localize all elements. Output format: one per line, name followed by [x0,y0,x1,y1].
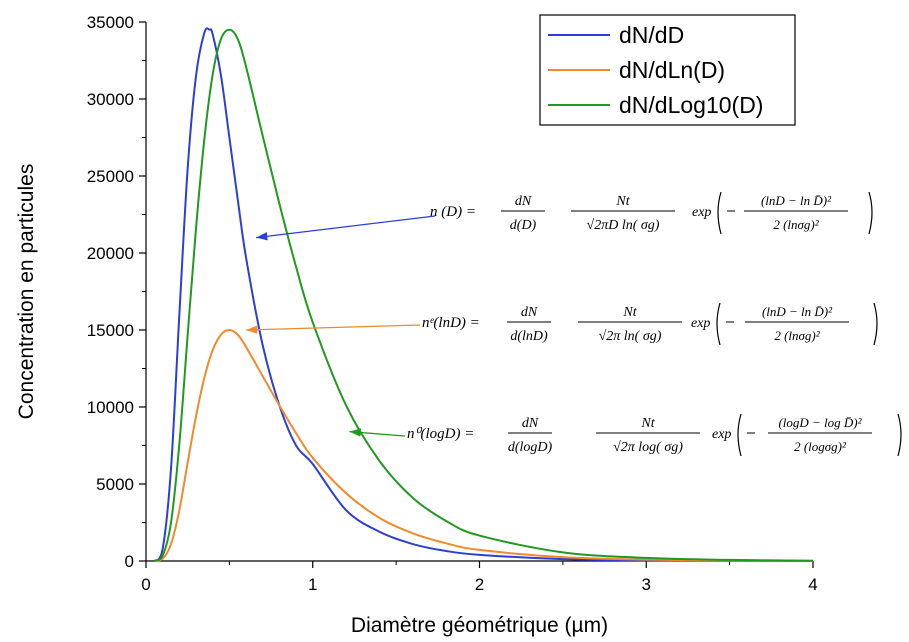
y-tick-label: 0 [125,552,134,571]
exp-function: exp [691,316,710,331]
frac1-denominator: d(logD) [508,440,553,455]
legend-label-0: dN/dD [619,22,684,48]
exp-numerator: (logD − log D̄)² [778,415,862,430]
close-paren [868,191,873,235]
legend: dN/dD dN/dLn(D) dN/dLog10(D) [539,14,796,126]
annotation-arrow-0 [255,215,436,239]
x-tick-label: 2 [475,575,484,594]
x-tick-label: 4 [808,575,817,594]
series-line-0 [153,27,814,562]
y-tick-label: 10000 [87,398,134,417]
open-paren [716,302,721,346]
frac1-numerator: dN [515,194,532,209]
close-paren [873,302,878,346]
frac1-numerator: dN [522,416,539,431]
exp-denominator: 2 (lnσg)² [773,217,819,232]
x-axis-title: Diamètre géométrique (µm) [351,614,608,637]
exp-numerator: (lnD − ln D̄)² [762,304,833,319]
exp-function: exp [692,205,711,220]
y-axis-title: Concentration en particules [15,164,38,420]
series-line-1 [154,329,814,562]
exp-numerator: (lnD − ln D̄)² [761,193,832,208]
open-paren [737,413,742,457]
legend-label-1: dN/dLn(D) [619,57,725,83]
equation-annotations: n (D) = dN d(D) Nt √2πD ln( σg) exp (lnD − ln … [246,191,902,457]
frac1-numerator: dN [521,305,538,320]
frac1-denominator: d(lnD) [510,329,548,344]
y-tick-label: 35000 [87,13,134,32]
frac2-numerator: Nt [615,194,630,209]
exp-function: exp [712,427,731,442]
frac2-numerator: Nt [622,305,637,320]
x-tick-label: 3 [642,575,651,594]
close-paren [897,413,902,457]
series-line-2 [153,28,814,562]
series-lines [153,27,814,562]
annotation-arrowhead-2 [349,428,361,437]
frac2-denominator: √2π log( σg) [613,440,683,455]
frac2-denominator: √2πD ln( σg) [587,218,660,233]
y-tick-label: 30000 [87,90,134,109]
exp-denominator: 2 (logσg)² [794,439,847,454]
open-paren [717,191,722,235]
equation-0: n (D) = dN d(D) Nt √2πD ln( σg) exp (lnD − ln … [255,191,873,241]
equation-lhs: n (D) = [430,204,476,220]
annotation-arrow-1 [246,324,421,331]
equation-lhs: nᵉ(lnD) = [422,315,480,331]
frac2-denominator: √2π ln( σg) [599,329,662,344]
equation-2: n⁰(logD) = dN d(logD) Nt √2π log( σg) exp (log… [349,413,902,457]
frac1-denominator: d(D) [510,218,537,233]
y-tick-label: 15000 [87,321,134,340]
equation-lhs: n⁰(logD) = [407,426,474,442]
y-tick-label: 20000 [87,244,134,263]
y-tick-label: 25000 [87,167,134,186]
annotation-arrowhead-1 [246,325,258,334]
x-tick-label: 0 [141,575,150,594]
y-tick-label: 5000 [96,475,134,494]
equation-1: nᵉ(lnD) = dN d(lnD) Nt √2π ln( σg) exp (lnD − … [246,302,878,346]
axes: 0 1 2 3 4 0 5000 10000 15000 20000 25000 30000 35000… [15,13,818,637]
exp-denominator: 2 (lnσg)² [774,328,820,343]
annotation-arrowhead-0 [256,232,268,241]
legend-label-2: dN/dLog10(D) [619,92,763,118]
frac2-numerator: Nt [640,416,655,431]
x-tick-label: 1 [308,575,317,594]
